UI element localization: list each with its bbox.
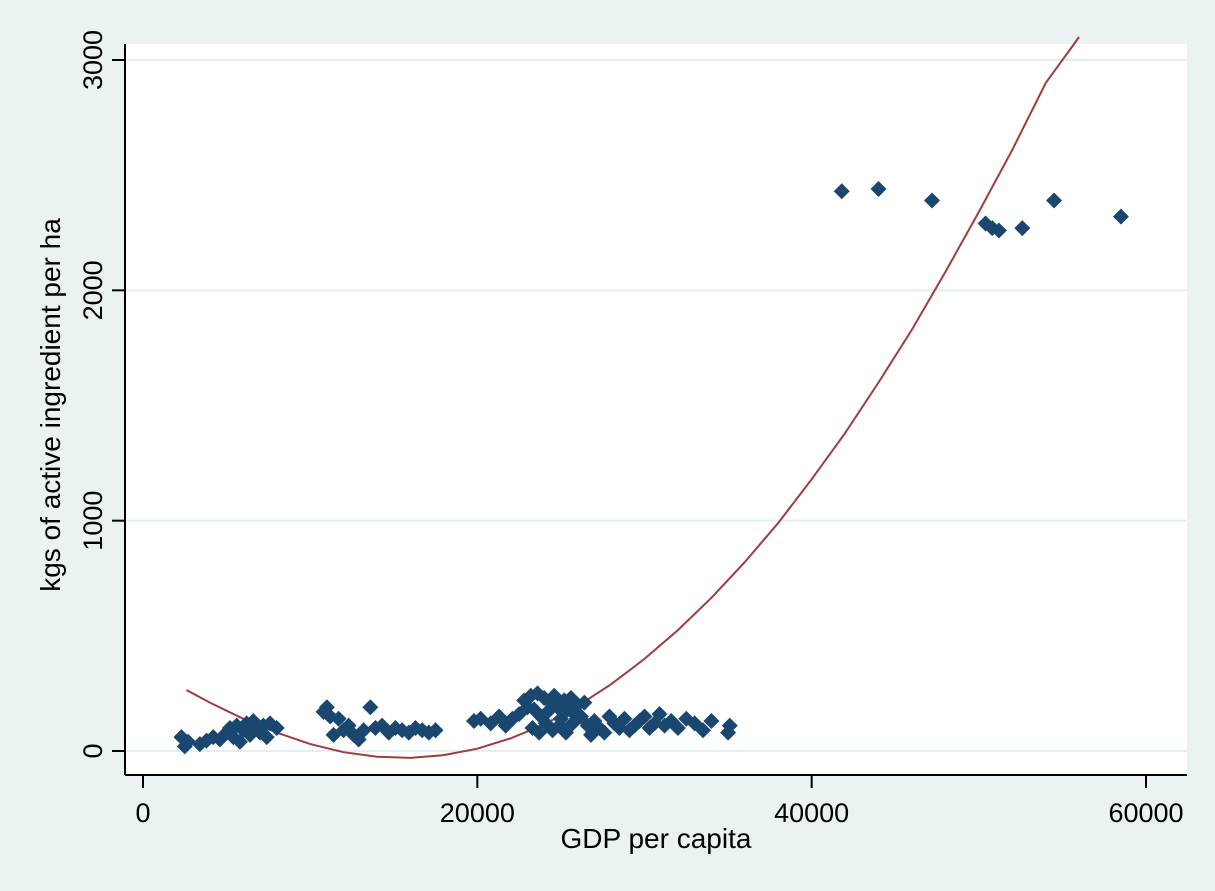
data-points: [173, 180, 1129, 755]
data-point-100: [721, 717, 738, 734]
plot-area: [125, 44, 1187, 775]
data-point-94: [669, 719, 686, 736]
data-point-97: [695, 722, 712, 739]
y-tick-label-2: 2000: [78, 260, 108, 320]
x-tick-label-3: 60000: [1108, 798, 1183, 828]
data-point-11: [231, 733, 248, 750]
data-point-21: [268, 719, 285, 736]
data-point-2: [180, 733, 197, 750]
data-point-91: [651, 706, 668, 723]
y-tick-label-1: 1000: [78, 491, 108, 551]
x-axis-ticks: 0 20000 40000 60000: [135, 775, 1184, 828]
x-tick-label-1: 20000: [440, 798, 515, 828]
data-point-84: [616, 710, 633, 727]
y-axis-title: kgs of active ingredient per ha: [35, 218, 66, 592]
gridlines: [126, 59, 1187, 752]
data-point-106: [990, 222, 1007, 239]
data-point-108: [1046, 192, 1063, 209]
data-point-102: [870, 180, 887, 197]
data-point-26: [330, 710, 347, 727]
data-point-103: [924, 192, 941, 209]
y-tick-label-0: 0: [78, 743, 108, 758]
y-tick-label-3: 3000: [78, 30, 108, 90]
fit-line-group: [186, 36, 1080, 759]
x-axis-title: GDP per capita: [561, 823, 752, 854]
data-point-31: [355, 722, 372, 739]
data-point-107: [1014, 220, 1031, 237]
data-point-88: [636, 708, 653, 725]
x-tick-label-2: 40000: [774, 798, 849, 828]
x-tick-label-0: 0: [135, 798, 150, 828]
data-point-101: [833, 183, 850, 200]
data-point-32: [362, 699, 379, 716]
fit-line: [186, 36, 1080, 759]
data-point-75: [576, 694, 593, 711]
data-point-80: [596, 724, 613, 741]
y-axis-ticks: 0 1000 2000 3000: [78, 30, 125, 759]
data-point-42: [427, 722, 444, 739]
data-point-19: [258, 729, 275, 746]
data-point-109: [1112, 208, 1129, 225]
data-point-98: [703, 713, 720, 730]
